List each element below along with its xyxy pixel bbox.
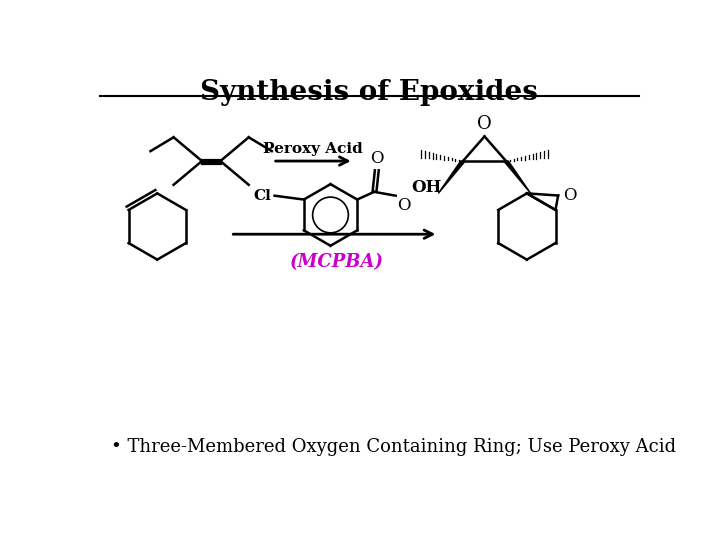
Text: OH: OH	[411, 179, 441, 197]
Text: O: O	[369, 150, 383, 167]
Text: Synthesis of Epoxides: Synthesis of Epoxides	[200, 79, 538, 106]
Text: (MCPBA): (MCPBA)	[289, 253, 384, 272]
Text: O: O	[477, 116, 492, 133]
Polygon shape	[438, 161, 465, 193]
Text: O: O	[397, 197, 410, 214]
Text: • Three-Membered Oxygen Containing Ring; Use Peroxy Acid: • Three-Membered Oxygen Containing Ring;…	[111, 438, 676, 456]
Polygon shape	[504, 161, 531, 193]
Text: Cl: Cl	[253, 188, 271, 202]
Text: Peroxy Acid: Peroxy Acid	[263, 141, 363, 156]
Text: O: O	[563, 187, 576, 204]
